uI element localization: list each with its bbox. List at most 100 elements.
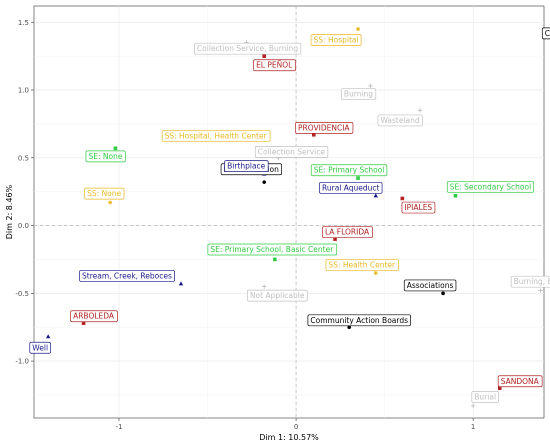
point-label-text: Stream, Creek, Reboces	[82, 271, 172, 280]
point-label: Rural Aqueduct	[319, 181, 383, 194]
point-label-text: PROVIDENCIA	[298, 123, 350, 132]
point-label-text: Burial	[474, 392, 496, 401]
y-tick-label: -0.5	[15, 290, 29, 298]
point-marker	[45, 334, 51, 339]
point-marker	[262, 284, 267, 289]
point-label-text: EL PEÑOL	[256, 61, 293, 70]
point-marker	[333, 237, 337, 241]
point-label-text: Wasteland	[380, 116, 419, 125]
point-label-box	[322, 226, 373, 239]
point-label-text: Councils	[545, 29, 550, 38]
point-label: Birthplace	[224, 160, 269, 173]
point-label-box	[70, 310, 118, 323]
x-axis-title: Dim 1: 10.57%	[259, 433, 319, 442]
point-label: Wasteland	[377, 114, 423, 127]
point-label: ARBOLEDA	[70, 310, 118, 323]
point-label-text: SE: Secondary School	[450, 182, 531, 191]
axis-ticks: -1 0 1 -1.0 -0.5 0.0 0.5 1.0 1.5	[15, 19, 475, 431]
point-marker	[113, 146, 118, 151]
x-tick-label: -1	[116, 423, 123, 431]
point-label: SE: Secondary School	[446, 180, 535, 193]
point-label-box	[446, 180, 535, 193]
point-label: SANDONA	[497, 375, 543, 388]
point-marker	[356, 27, 361, 32]
point-label: SS: None	[84, 187, 125, 200]
point-label: PROVIDENCIA	[295, 122, 354, 134]
point-label-box	[307, 314, 411, 327]
point-label-box	[341, 88, 377, 100]
point-label: Burial	[471, 391, 499, 403]
point-label: SS: Hospital, Health Center	[161, 129, 271, 142]
point-label: LA FLORIDA	[322, 226, 373, 239]
point-marker	[108, 200, 113, 205]
point-marker	[356, 176, 360, 180]
point-marker	[178, 281, 184, 286]
point-label-box	[541, 27, 550, 40]
point-label-text: Collection Service	[258, 147, 326, 156]
point-label-box	[29, 341, 51, 354]
y-tick-label: 1.0	[18, 87, 29, 95]
point-marker	[373, 193, 378, 198]
point-label-text: Community Action Boards	[310, 316, 408, 325]
point-marker	[538, 288, 543, 293]
x-tick-label: 1	[471, 423, 475, 431]
point-label-text: Not Applicable	[250, 291, 305, 300]
point-label-text: SE: Primary School, Basic Center	[210, 245, 334, 254]
point-label: Councils	[541, 27, 550, 40]
point-label-box	[403, 279, 457, 292]
point-label-box	[161, 129, 271, 142]
point-marker	[453, 193, 458, 198]
point-label: Associations	[403, 279, 457, 292]
point-marker	[441, 291, 445, 296]
point-label-box	[325, 259, 399, 271]
point-label: SS: Hospital	[310, 34, 362, 46]
point-marker	[470, 403, 476, 409]
point-label-box	[194, 42, 302, 55]
point-label-text: SS: Hospital	[314, 36, 359, 45]
point-marker	[81, 321, 86, 325]
point-label-text: SS: Hospital, Health Center	[165, 131, 268, 140]
point-label-text: Birthplace	[227, 162, 266, 171]
point-marker	[262, 54, 267, 58]
point-labels: CouncilsNo AssociationAssociationsCommun…	[29, 27, 550, 403]
point-label-box	[254, 146, 329, 158]
point-label-box	[310, 164, 388, 177]
point-label-text: LA FLORIDA	[325, 228, 370, 237]
point-label-text: SE: Primary School	[314, 166, 385, 175]
point-label-box	[319, 181, 383, 194]
x-tick-label: 0	[294, 423, 298, 431]
point-label-box	[401, 201, 436, 214]
point-label-box	[510, 275, 550, 288]
point-label-text: SE: None	[88, 152, 122, 161]
point-label-text: Burning, Burial	[514, 277, 550, 286]
point-label-box	[310, 34, 362, 46]
point-label: Collection Service, Burning	[194, 42, 302, 55]
point-label-box	[253, 59, 297, 72]
y-tick-label: -1.0	[15, 358, 29, 366]
point-label-text: SS: None	[87, 189, 121, 198]
data-points	[45, 27, 543, 409]
point-label-box	[84, 187, 125, 200]
point-label: SE: None	[85, 150, 126, 163]
point-marker	[400, 196, 405, 201]
point-label-text: Burning	[344, 90, 373, 99]
point-marker	[311, 132, 316, 137]
point-label: EL PEÑOL	[253, 59, 297, 72]
point-marker	[368, 83, 373, 89]
point-label-box	[377, 114, 423, 127]
point-label: Community Action Boards	[307, 314, 411, 327]
point-label: Burning	[341, 88, 377, 100]
y-tick-label: 1.5	[18, 19, 29, 27]
point-label-text: ARBOLEDA	[73, 312, 115, 321]
point-marker	[347, 325, 352, 329]
point-label-text: Collection Service, Burning	[197, 44, 298, 53]
point-label: SE: Primary School	[310, 164, 388, 177]
point-marker	[497, 386, 502, 390]
y-axis-title: Dim 2: 8.46%	[5, 184, 14, 239]
point-label: Not Applicable	[247, 289, 308, 302]
point-label: Stream, Creek, Reboces	[79, 270, 175, 282]
point-marker	[373, 270, 378, 275]
point-label-box	[79, 270, 175, 282]
point-label: Well	[29, 341, 51, 354]
